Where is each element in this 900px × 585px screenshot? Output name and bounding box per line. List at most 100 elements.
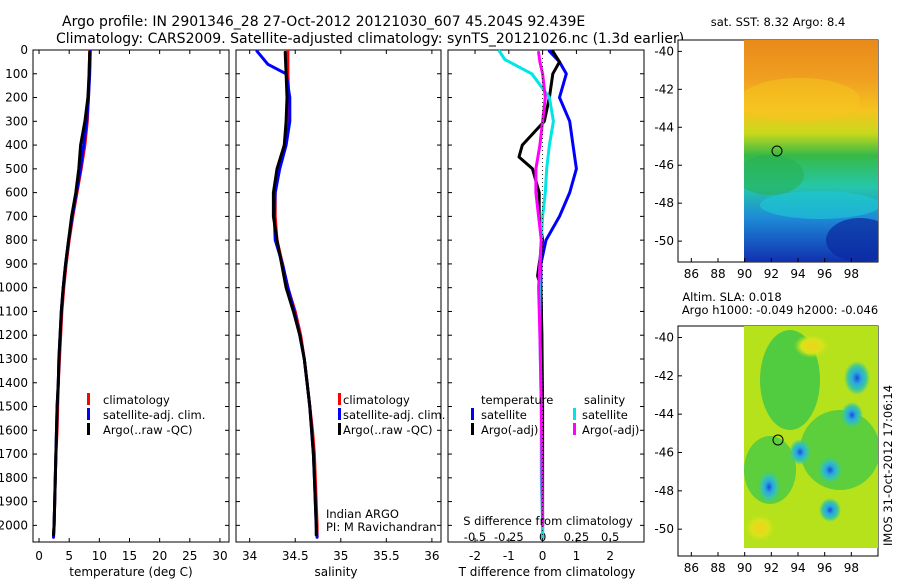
latitude-tick-label: -42: [654, 82, 674, 96]
latitude-tick-label: -46: [654, 158, 674, 172]
figure-subtitle: Climatology: CARS2009. Satellite-adjuste…: [56, 31, 684, 47]
sla-eddy-low: [789, 439, 811, 465]
legend-label-argo: Argo(..raw -QC): [103, 423, 193, 437]
latitude-tick-label: -40: [654, 331, 674, 345]
x-tick-label: 0: [35, 549, 43, 563]
s-difference-label: S difference from climatology: [463, 514, 633, 528]
longitude-tick-label: 86: [684, 267, 699, 281]
legend-label-climatology: climatology: [103, 393, 170, 407]
latitude-tick-label: -46: [654, 446, 674, 460]
legend-label-sal-argo: Argo(-adj): [582, 423, 639, 437]
depth-tick-label: 300: [5, 114, 28, 128]
sst-map: 86 88 90 92 94 96 98 -40 -42 -44 -46 -48 -50: [654, 39, 879, 281]
longitude-tick-label: 92: [764, 267, 779, 281]
longitude-tick-label: 98: [844, 561, 859, 575]
longitude-tick-label: 98: [844, 267, 859, 281]
program-label: Indian ARGO: [326, 507, 399, 521]
x-tick-label: 30: [212, 549, 227, 563]
legend-swatch-sal-argo: [573, 423, 576, 435]
legend-swatch-temp-satellite: [471, 408, 474, 420]
x-tick-label: 1: [573, 549, 581, 563]
legend-label-sal-satellite: satellite: [582, 408, 628, 422]
series-line-climatology: [273, 49, 319, 539]
depth-tick-label: 1000: [0, 281, 28, 295]
series-line-argo: [271, 50, 318, 537]
sst-warm-tongue: [744, 78, 860, 122]
s-diff-tick-label: 0.5: [601, 530, 619, 544]
salinity-panel: [235, 49, 442, 543]
temperature-panel: [32, 49, 230, 543]
legend-swatch-climatology: [87, 393, 90, 405]
latitude-tick-label: -44: [654, 120, 674, 134]
x-tick-label: 5: [65, 549, 73, 563]
longitude-tick-label: 86: [684, 561, 699, 575]
sla-map-title-2: Argo h1000: -0.049 h2000: -0.046: [682, 303, 878, 317]
figure-title: Argo profile: IN 2901346_28 27-Oct-2012 …: [62, 14, 585, 30]
depth-tick-label: 900: [5, 257, 28, 271]
x-tick-label: 25: [182, 549, 197, 563]
sla-eddy-low: [758, 471, 780, 503]
longitude-tick-label: 96: [817, 561, 832, 575]
sst-green-patch: [744, 155, 804, 195]
legend-label-climatology: climatology: [343, 393, 410, 407]
longitude-tick-label: 92: [764, 561, 779, 575]
sla-eddy-low: [844, 361, 870, 395]
latitude-tick-label: -44: [654, 407, 674, 421]
x-tick-label: 34.5: [282, 549, 309, 563]
depth-tick-label: 2000: [0, 518, 28, 532]
sla-eddy-high: [744, 514, 776, 542]
legend-swatch-argo: [338, 423, 341, 435]
depth-tick-label: 100: [5, 67, 28, 81]
salinity-axis-label: salinity: [314, 565, 357, 579]
sla-eddy-low: [818, 457, 842, 483]
series-line-satellite: [539, 49, 578, 539]
s-diff-tick-label: -0.25: [494, 530, 524, 544]
series-line-argo: [52, 50, 92, 537]
longitude-tick-label: 90: [737, 267, 752, 281]
sst-cold-patch: [826, 218, 878, 262]
legend-label-temp-satellite: satellite: [481, 408, 527, 422]
legend-swatch-climatology: [338, 393, 341, 405]
latitude-tick-label: -42: [654, 369, 674, 383]
depth-tick-label: 1700: [0, 447, 28, 461]
x-tick-label: 35: [333, 549, 348, 563]
sla-eddy-high: [794, 334, 830, 358]
x-tick-label: 35.5: [373, 549, 400, 563]
latitude-tick-label: -50: [654, 234, 674, 248]
sla-float-marker: [772, 434, 784, 446]
sla-axis: 86 88 90 92 94 96 98 -40 -42 -44 -46 -48 -50: [654, 331, 859, 576]
difference-panel: [447, 49, 645, 543]
x-tick-label: -2: [469, 549, 481, 563]
pi-label: PI: M Ravichandran: [326, 520, 437, 534]
legend-label-temp-argo: Argo(-adj): [481, 423, 538, 437]
sla-eddy-low: [841, 402, 863, 428]
series-line-sal_satellite: [497, 49, 555, 539]
longitude-tick-label: 94: [790, 267, 805, 281]
sla-green-band: [800, 410, 878, 490]
temperature-legend: climatology satellite-adj. clim. Argo(..…: [87, 393, 205, 437]
lines-layer: [52, 49, 578, 539]
sst-float-marker: [771, 145, 783, 157]
latitude-tick-label: -48: [654, 196, 674, 210]
depth-tick-label: 1800: [0, 471, 28, 485]
timestamp-label: IMOS 31-Oct-2012 17:06:14: [881, 385, 895, 546]
latitude-tick-label: -50: [654, 522, 674, 536]
x-tick-label: 34: [242, 549, 257, 563]
legend-heading-salinity: salinity: [584, 393, 625, 407]
latitude-tick-label: -48: [654, 484, 674, 498]
depth-tick-label: 400: [5, 138, 28, 152]
longitude-tick-label: 90: [737, 561, 752, 575]
series-line-sal_argo: [534, 50, 547, 527]
sla-map-title-1: Altim. SLA: 0.018: [682, 290, 781, 304]
longitude-tick-label: 88: [710, 561, 725, 575]
difference-axis-label: T difference from climatology: [458, 565, 636, 579]
longitude-tick-label: 88: [710, 267, 725, 281]
x-tick-label: 0: [539, 549, 547, 563]
sst-map-title: sat. SST: 8.32 Argo: 8.4: [711, 15, 846, 29]
s-diff-tick-label: -0.5: [464, 530, 486, 544]
depth-tick-label: 1500: [0, 400, 28, 414]
depth-tick-label: 700: [5, 209, 28, 223]
legend-label-satellite: satellite-adj. clim.: [103, 408, 205, 422]
legend-label-argo: Argo(..raw -QC): [343, 423, 433, 437]
